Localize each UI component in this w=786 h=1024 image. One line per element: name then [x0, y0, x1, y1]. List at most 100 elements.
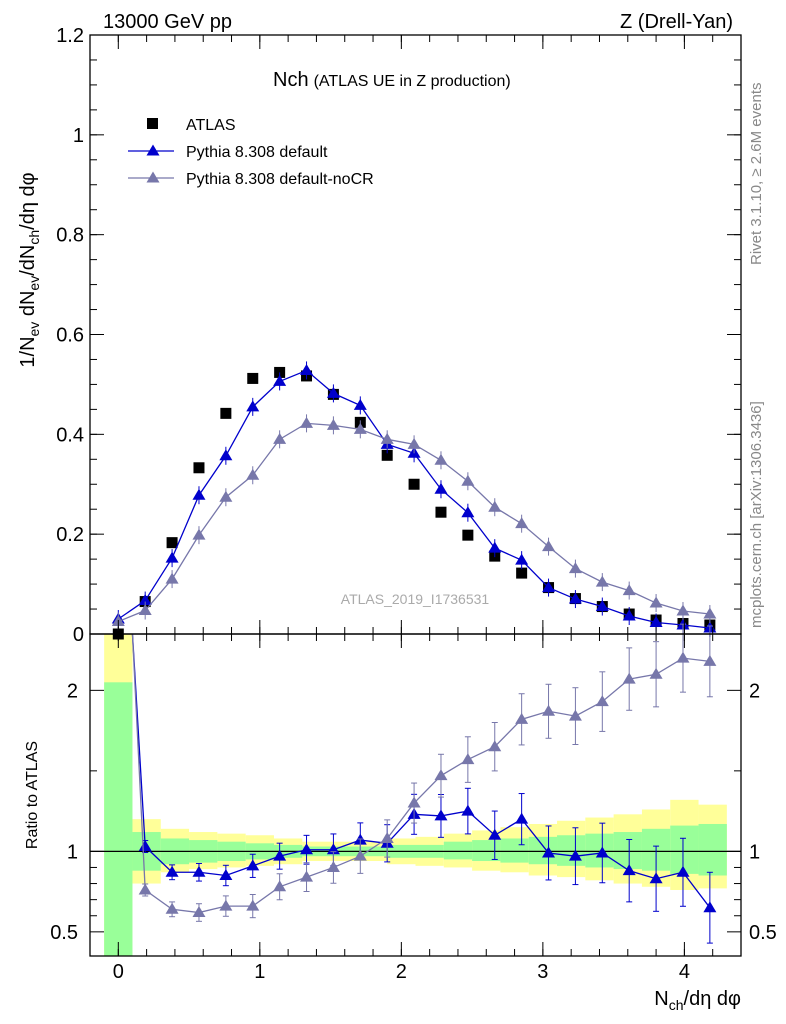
band-green — [443, 841, 473, 860]
data-point-default — [649, 616, 663, 628]
axis-ticks: 0 0.2 0.4 0.6 0.8 1 1.2 0.5 0.5 1 1 2 2 0 1 2 3 4 — [50, 25, 777, 983]
data-point-atlas — [193, 462, 205, 474]
ratio-point-default — [676, 865, 690, 877]
ratio-point-nocr — [649, 667, 663, 679]
legend-label-nocr: Pythia 8.308 default-noCR — [186, 171, 374, 188]
ratio-y-tick-label: 0.5 — [50, 922, 78, 944]
side-label-rivet: Rivet 3.1.10, ≥ 2.6M events — [748, 83, 765, 266]
ratio-point-default — [273, 849, 287, 861]
header-process: Z (Drell-Yan) — [620, 11, 733, 33]
band-green — [528, 836, 558, 865]
data-point-atlas — [435, 506, 447, 518]
band-green — [670, 825, 699, 874]
ratio-point-nocr — [622, 672, 636, 684]
data-point-default — [326, 386, 340, 398]
data-point-default — [353, 398, 367, 410]
data-point-nocr — [219, 490, 233, 502]
data-point-nocr — [595, 575, 609, 587]
ratio-point-default — [246, 859, 260, 871]
data-point-nocr — [434, 453, 448, 465]
plot-title: Nch (ATLAS UE in Z production) — [273, 69, 511, 91]
data-point-default — [300, 363, 314, 375]
data-point-nocr — [138, 604, 152, 616]
band-green — [472, 840, 501, 862]
data-point-nocr — [326, 418, 340, 430]
ratio-point-nocr — [273, 880, 287, 892]
ratio-point-nocr — [703, 654, 717, 666]
band-green — [698, 823, 727, 876]
data-point-atlas — [247, 372, 259, 384]
legend: ATLAS Pythia 8.308 default Pythia 8.308 … — [128, 117, 374, 188]
main-y-tick-label: 0.8 — [56, 225, 84, 247]
data-point-nocr — [676, 604, 690, 616]
ratio-point-nocr — [138, 883, 152, 895]
data-point-default — [138, 594, 152, 606]
ratio-point-nocr — [434, 769, 448, 781]
data-point-atlas — [516, 567, 528, 579]
data-point-nocr — [273, 432, 287, 444]
data-point-default — [568, 592, 582, 604]
ratio-point-nocr — [246, 899, 260, 911]
x-tick-label: 4 — [679, 961, 690, 983]
data-point-nocr — [407, 437, 421, 449]
ratio-point-nocr — [326, 860, 340, 872]
ratio-point-nocr — [542, 704, 556, 716]
header-energy: 13000 GeV pp — [103, 11, 232, 33]
ratio-point-nocr — [461, 753, 475, 765]
data-point-atlas — [381, 449, 393, 461]
data-point-default — [246, 400, 260, 412]
ratio-point-default — [595, 846, 609, 858]
data-point-default — [542, 581, 556, 593]
data-point-nocr — [246, 468, 260, 480]
ratio-point-nocr — [165, 902, 179, 914]
data-point-default — [434, 482, 448, 494]
ratio-point-default — [703, 901, 717, 913]
data-point-atlas — [408, 478, 420, 490]
data-point-default — [622, 609, 636, 621]
ratio-point-nocr — [192, 906, 206, 918]
ratio-point-default — [515, 812, 529, 824]
legend-label-atlas: ATLAS — [186, 117, 236, 134]
ratio-plot — [90, 623, 741, 944]
main-y-tick-label: 0.4 — [56, 424, 84, 446]
legend-marker-default — [146, 144, 160, 156]
ratio-point-default — [192, 865, 206, 877]
main-y-tick-label: 0.6 — [56, 325, 84, 347]
analysis-watermark: ATLAS_2019_I1736531 — [341, 591, 490, 607]
ratio-point-default — [542, 846, 556, 858]
main-y-axis-label: 1/Nev dNev/dNch/dη dφ — [17, 172, 42, 367]
data-point-atlas — [166, 537, 178, 549]
band-green — [104, 682, 133, 956]
data-point-default — [515, 553, 529, 565]
ratio-y-tick-label-right: 2 — [749, 680, 760, 702]
data-point-default — [488, 541, 502, 553]
x-tick-label: 1 — [254, 961, 265, 983]
x-axis-label: Nch/dη dφ — [654, 988, 741, 1013]
ratio-y-tick-label: 1 — [67, 841, 78, 863]
ratio-point-nocr — [515, 712, 529, 724]
ratio-point-default — [219, 869, 233, 880]
ratio-point-nocr — [219, 899, 233, 911]
ratio-point-default — [434, 809, 448, 821]
band-green — [557, 835, 586, 866]
data-point-nocr — [353, 422, 367, 434]
band-green — [585, 833, 614, 868]
data-point-nocr — [515, 517, 529, 529]
ratio-point-default — [300, 843, 314, 855]
band-green — [500, 838, 529, 863]
ratio-y-tick-label: 2 — [67, 680, 78, 702]
ratio-y-axis-label: Ratio to ATLAS — [24, 741, 41, 849]
ratio-point-nocr — [568, 709, 582, 721]
x-tick-label: 2 — [396, 961, 407, 983]
data-point-nocr — [192, 528, 206, 540]
data-point-nocr — [622, 584, 636, 596]
ratio-y-tick-label-right: 0.5 — [749, 922, 777, 944]
data-point-nocr — [165, 572, 179, 584]
data-point-default — [219, 449, 233, 461]
ratio-point-nocr — [300, 870, 314, 882]
side-label-mcplots: mcplots.cern.ch [arXiv:1306.3436] — [748, 401, 765, 628]
data-point-nocr — [542, 540, 556, 552]
ratio-point-nocr — [380, 831, 394, 843]
data-point-nocr — [488, 500, 502, 512]
